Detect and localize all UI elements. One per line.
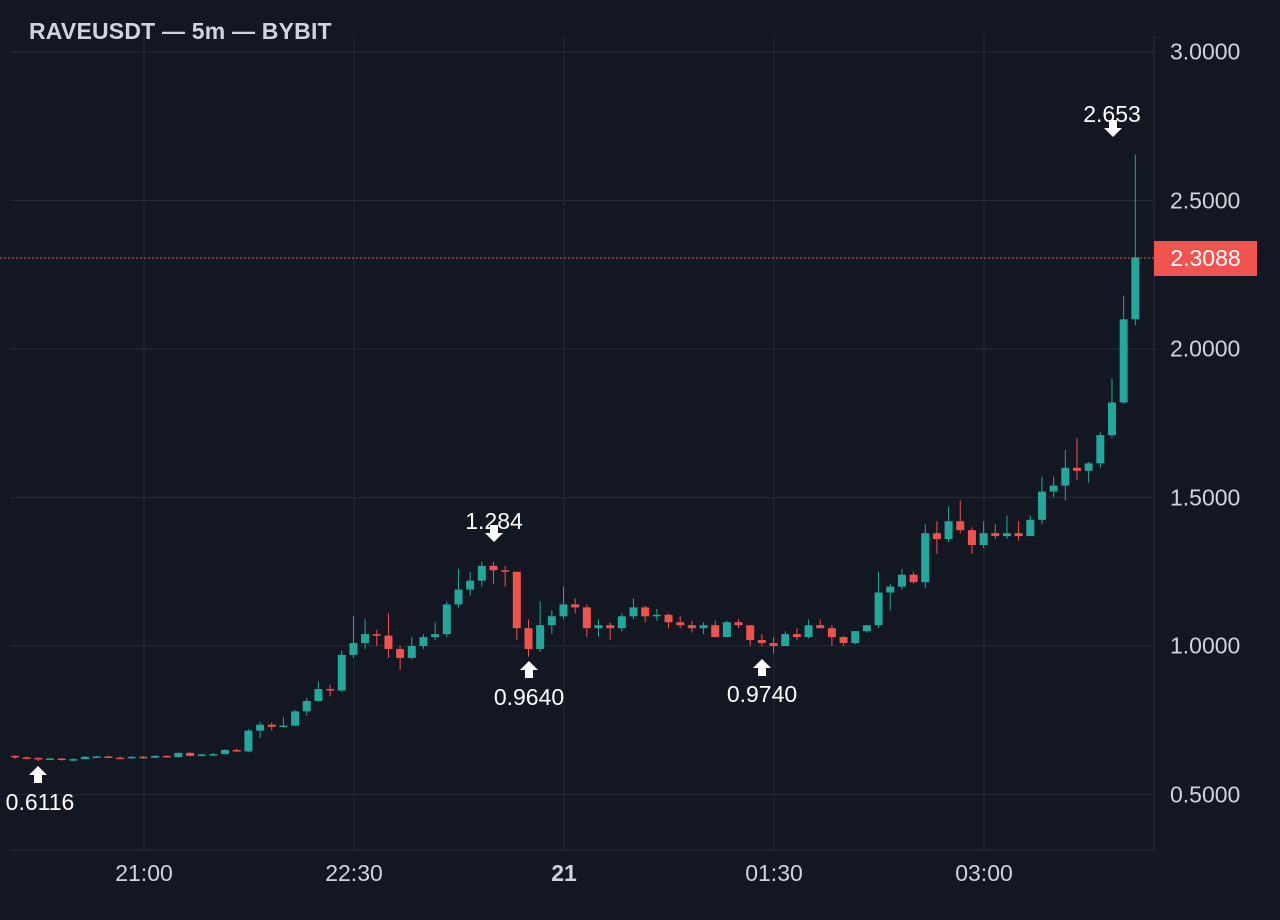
- x-tick-label: 21:00: [115, 860, 173, 886]
- x-tick-label-day: 21: [551, 860, 577, 886]
- y-tick-label: 2.0000: [1170, 335, 1241, 362]
- last-price-badge: 2.3088: [1154, 241, 1257, 276]
- low-annotation: 0.9740: [726, 681, 798, 707]
- grid-lines: [10, 36, 1155, 851]
- x-tick-label: 22:30: [325, 860, 383, 886]
- y-tick-label: 0.5000: [1170, 781, 1241, 808]
- y-tick-label: 1.5000: [1170, 484, 1241, 511]
- y-tick-label: 3.0000: [1170, 38, 1241, 65]
- high-annotation: 2.653: [1083, 101, 1141, 127]
- annotation-arrows: [29, 120, 1122, 783]
- y-tick-label: 2.5000: [1170, 187, 1241, 214]
- y-tick-label: 1.0000: [1170, 632, 1241, 659]
- high-annotation: 1.284: [465, 508, 523, 534]
- x-tick-label: 03:00: [955, 860, 1013, 886]
- candles: [11, 155, 1140, 762]
- chart-title: RAVEUSDT — 5m — BYBIT: [29, 18, 332, 44]
- low-annotation: 0.6116: [5, 789, 75, 815]
- low-annotation: 0.9640: [493, 684, 565, 710]
- x-tick-label: 01:30: [745, 860, 803, 886]
